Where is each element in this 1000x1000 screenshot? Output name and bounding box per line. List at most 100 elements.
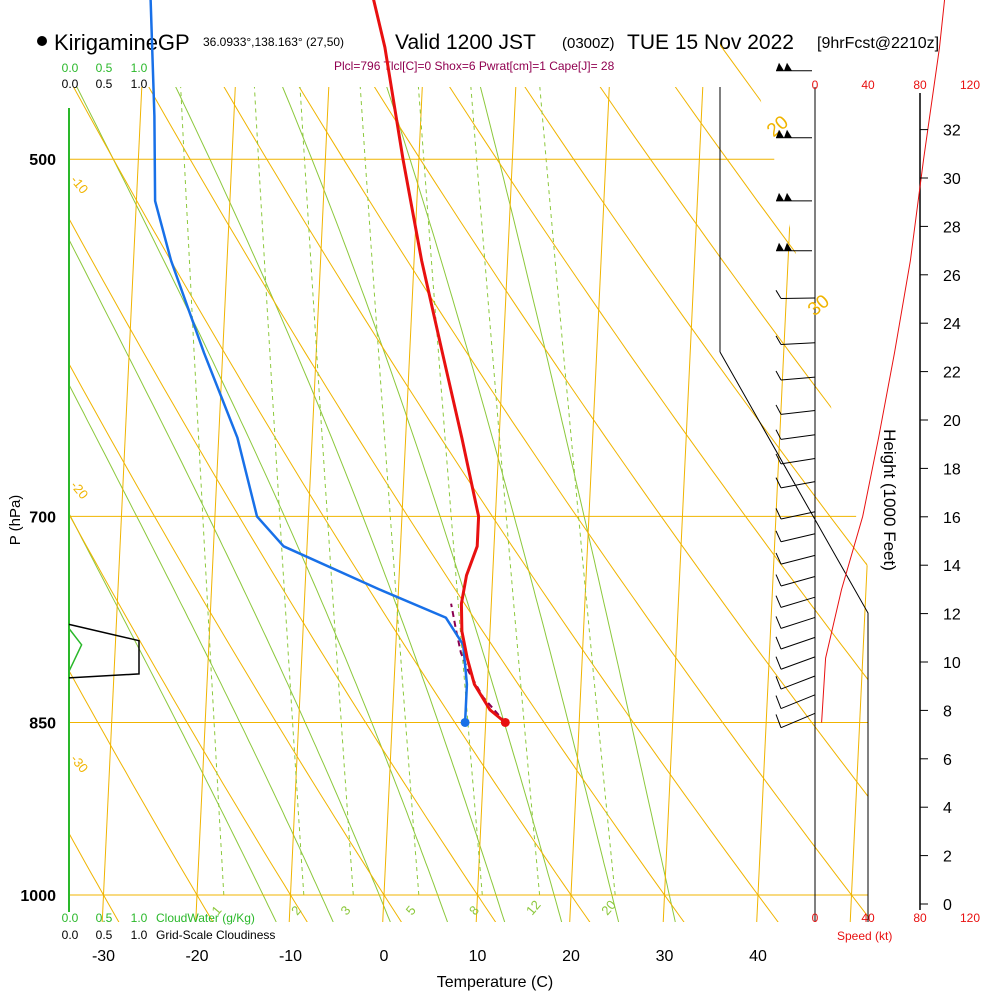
speed-tick-label: 80: [913, 78, 927, 92]
moist-adiabats: [69, 0, 682, 922]
cloudiness-tick-label: 0.0: [62, 928, 79, 942]
mixing-ratio-line: [348, 0, 420, 896]
moist-adiabat-line: [69, 0, 345, 922]
wind-barb: [775, 290, 816, 300]
wind-barb: [775, 335, 816, 346]
height-tick-label: 24: [943, 316, 961, 333]
temperature-tick-label: -20: [185, 948, 208, 965]
wind-barb: [775, 552, 816, 565]
wind-barb-flag: [775, 530, 782, 543]
temperature-tick-label: -10: [279, 948, 302, 965]
dry-adiabat-line: [159, 0, 868, 922]
temperature-axis-ticks: -30 -20 -10 0 10 20 30 40: [92, 948, 767, 965]
moist-adiabat-line: [69, 0, 401, 922]
height-tick-label: 28: [943, 219, 961, 236]
cloudiness-line: [68, 623, 140, 679]
cloudiness-label: Grid-Scale Cloudiness: [156, 928, 275, 942]
height-tick-label: 12: [943, 607, 961, 624]
pressure-tick-label: 700: [29, 509, 56, 526]
wind-barb-pennant: [776, 129, 792, 138]
speed-tick-label: 80: [913, 911, 927, 925]
height-axis-label: Height (1000 Feet): [880, 429, 899, 571]
height-tick-label: 18: [943, 461, 961, 478]
wind-barb-shaft: [780, 297, 816, 300]
cloudwater-line: [68, 628, 83, 672]
temperature-tick-label: 20: [562, 948, 580, 965]
moist-adiabat-line: [266, 0, 682, 922]
temperature-axis-label: Temperature (C): [437, 974, 553, 991]
mixing-ratio-label: 8: [466, 903, 482, 918]
dry-adiabat-line: [97, 0, 868, 922]
wind-barb-shaft: [780, 457, 816, 465]
cloudwater-tick-label: 0.5: [96, 61, 113, 75]
wind-barb-shaft: [780, 409, 816, 415]
speed-tick-label: 40: [861, 78, 875, 92]
dry-adiabat-line: [69, 0, 418, 922]
wind-barb: [776, 192, 812, 202]
valid-zulu: (0300Z): [562, 35, 615, 52]
wind-barb: [775, 370, 816, 381]
height-tick-label: 14: [943, 558, 961, 575]
wind-barb-pennant: [776, 192, 792, 201]
wind-barb-shaft: [780, 712, 816, 729]
height-tick-label: 20: [943, 413, 961, 430]
wind-barb-flag: [775, 335, 782, 345]
parcel-indices: Plcl=796 Tlcl[C]=0 Shox=6 Pwrat[cm]=1 Ca…: [334, 59, 615, 73]
cloudiness-tick-label: 1.0: [131, 928, 148, 942]
adiabat-label: 30: [804, 291, 834, 321]
height-tick-label: 8: [943, 703, 952, 720]
speed-line: [821, 0, 946, 723]
moist-adiabat-line: [101, 0, 626, 922]
isotherm-line: [287, 0, 363, 922]
moist-adiabat-line: [69, 0, 457, 922]
forecast-info: [9hrFcst@2210z]: [817, 35, 939, 52]
dewpoint-line: [149, 0, 469, 723]
isotherm-line: [755, 0, 831, 922]
wind-barb-flag: [775, 636, 782, 650]
wind-barb-shaft: [780, 596, 816, 608]
wind-barb-shaft: [780, 376, 816, 381]
wind-barb-flag: [775, 370, 782, 381]
temperature-tick-label: 0: [380, 948, 389, 965]
dry-adiabat-line: [69, 0, 324, 922]
cloudiness-tick-label: 0.5: [96, 928, 113, 942]
isotherm-line: [568, 0, 644, 922]
mixing-ratio-line: [244, 0, 305, 896]
wind-barb-flag: [775, 552, 782, 565]
wind-barb-shaft: [780, 533, 816, 543]
plot-slant-edge: [719, 351, 869, 922]
wind-barbs: [775, 62, 816, 729]
wind-barb-shaft: [780, 511, 816, 520]
isotherm-line: [100, 0, 176, 922]
wind-barb-shaft: [780, 656, 816, 670]
height-tick-label: 2: [943, 849, 952, 866]
height-tick-label: 4: [943, 800, 952, 817]
mixing-ratio-label: 12: [523, 897, 544, 918]
dry-adiabat-line: [69, 0, 868, 922]
station-dot-icon: [37, 36, 47, 46]
moist-adiabat-line: [69, 0, 569, 922]
wind-barb-flag: [775, 695, 782, 709]
wind-barb-flag: [775, 595, 782, 608]
wind-speed-profile: [821, 0, 946, 723]
mixing-ratio-label: 20: [598, 897, 619, 918]
temperature-tick-label: -30: [92, 948, 115, 965]
dry-adiabat-line: [69, 0, 868, 922]
wind-barb: [775, 429, 816, 440]
wind-barb-flag: [775, 404, 782, 415]
mixing-ratio-label: 5: [403, 903, 419, 918]
wind-barb-flag: [775, 290, 782, 299]
isotherm-label: -10: [68, 173, 92, 197]
wind-barb-flag: [775, 616, 782, 629]
wind-barb: [775, 508, 816, 520]
mixing-ratio-label: 3: [337, 903, 353, 918]
cloudwater-tick-label: 0.5: [96, 911, 113, 925]
temperature-line: [372, 0, 507, 724]
isotherm-labels: 100-10-20-30: [68, 173, 92, 776]
height-tick-label: 26: [943, 268, 961, 285]
wind-barb-pennant: [776, 242, 792, 251]
wind-barb: [776, 62, 812, 72]
